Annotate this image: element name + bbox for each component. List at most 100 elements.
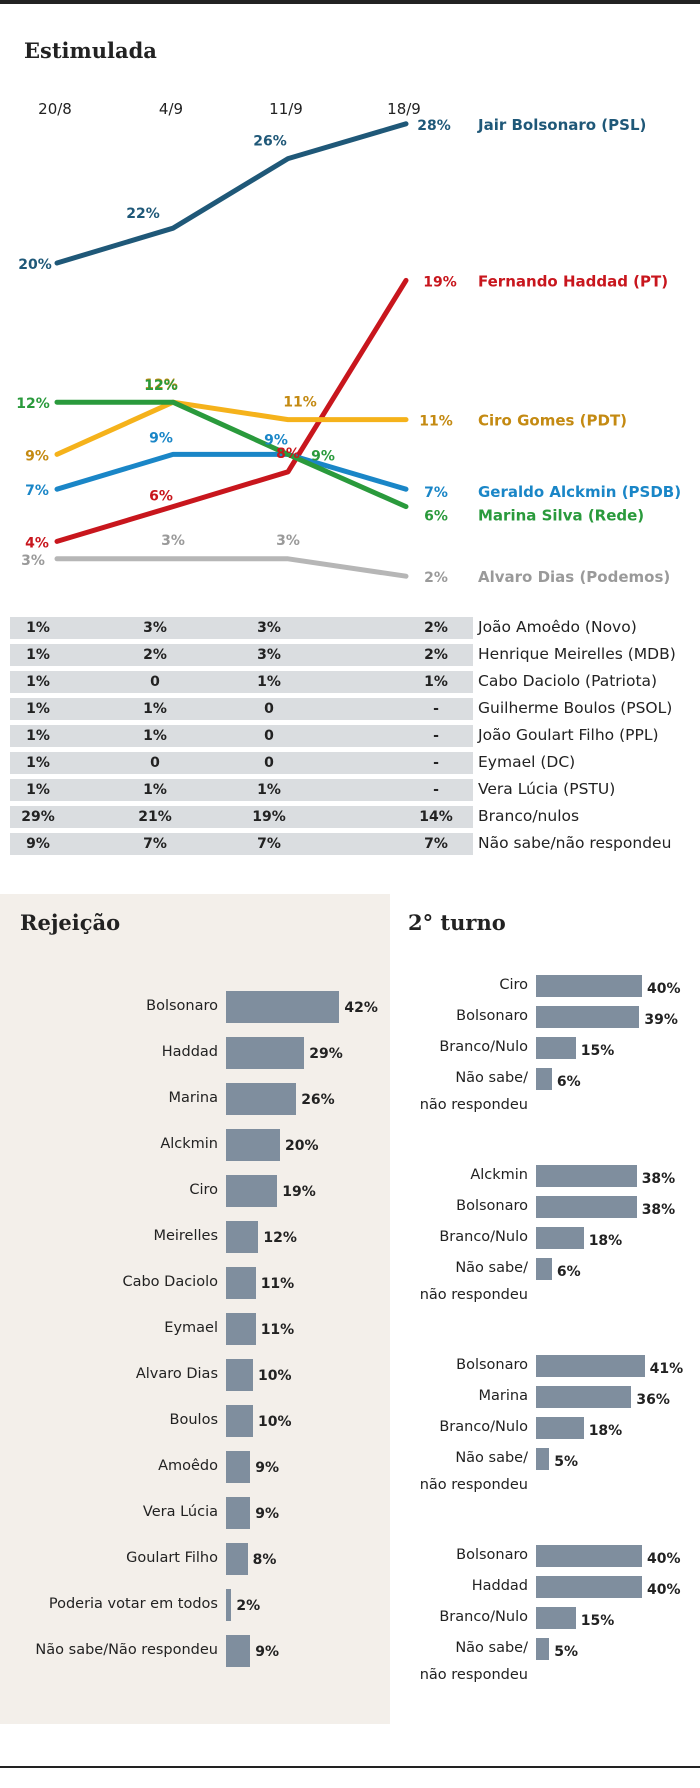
data-label: 3% — [161, 533, 185, 549]
chart-title-rejeicao: Rejeição — [20, 910, 121, 935]
table-row: 1% 3% 3% 2% João Amoêdo (Novo) — [10, 617, 700, 639]
bar-category-label: Goulart Filho — [126, 1550, 218, 1566]
table-cell: 3% — [257, 620, 281, 636]
bar-category-label: Não sabe/ — [455, 1070, 528, 1086]
data-label: 8% — [276, 446, 300, 462]
candidate-name: Henrique Meirelles (MDB) — [478, 645, 676, 663]
table-cell: 1% — [26, 620, 50, 636]
table-cell: 9% — [26, 836, 50, 852]
table-cell: 1% — [26, 755, 50, 771]
bottom-rule — [0, 1766, 700, 1768]
data-label: 6% — [424, 509, 448, 525]
data-label: 9% — [264, 432, 288, 448]
series-legend-label: Geraldo Alckmin (PSDB) — [478, 483, 681, 501]
bar — [226, 991, 340, 1023]
series-legend-label: Marina Silva (Rede) — [478, 507, 644, 525]
bar-value-label: 38% — [641, 1202, 676, 1218]
line-chart: 20/8 4/9 11/9 18/9 20% 22% 26% 28% Jair Bolsonar… — [16, 100, 681, 586]
bar-category-label: Bolsonaro — [456, 1008, 528, 1024]
bar — [226, 1451, 251, 1483]
table-cell: 29% — [21, 809, 55, 825]
bar — [226, 1175, 278, 1207]
data-label: 20% — [18, 257, 52, 273]
bar-category-label: Não sabe/ — [455, 1450, 528, 1466]
bar-value-label: 36% — [636, 1392, 670, 1408]
bar — [226, 1129, 280, 1161]
bar-category-label: Haddad — [161, 1044, 218, 1060]
table-cell: 1% — [26, 647, 50, 663]
candidate-name: Branco/nulos — [478, 807, 580, 825]
bar-value-label: 11% — [260, 1322, 295, 1338]
bar — [536, 1386, 632, 1408]
data-label: 12% — [144, 378, 178, 394]
bar-category-label: Ciro — [189, 1182, 218, 1198]
data-label: 11% — [419, 414, 453, 430]
data-label: 11% — [283, 395, 317, 411]
bar-category-label: não respondeu — [419, 1097, 528, 1113]
table-cell: 2% — [424, 647, 448, 663]
bar-category-label: Cabo Daciolo — [122, 1274, 218, 1290]
table-cell: 1% — [143, 728, 167, 744]
table-cell: 1% — [143, 782, 167, 798]
date-label: 18/9 — [387, 100, 421, 118]
bar-value-label: 18% — [588, 1233, 623, 1249]
bar-category-label: Marina — [478, 1388, 528, 1404]
table-cell: 19% — [252, 809, 286, 825]
bar-value-label: 29% — [309, 1046, 343, 1062]
bar — [226, 1267, 256, 1299]
candidate-name: Guilherme Boulos (PSOL) — [478, 699, 673, 717]
series-line — [54, 451, 409, 492]
series-legend-label: Ciro Gomes (PDT) — [478, 412, 627, 430]
bar-value-label: 9% — [255, 1644, 280, 1660]
bar — [226, 1313, 256, 1345]
table-cell: 7% — [424, 836, 448, 852]
table-cell: 3% — [143, 620, 167, 636]
candidate-name: Eymael (DC) — [478, 753, 576, 771]
data-label: 28% — [417, 118, 451, 134]
table-cell: 7% — [143, 836, 167, 852]
bar — [226, 1359, 253, 1391]
data-label: 22% — [126, 206, 160, 222]
data-label: 7% — [25, 483, 49, 499]
bar — [226, 1635, 251, 1667]
bar-category-label: Marina — [168, 1090, 218, 1106]
table-cell: - — [433, 728, 439, 744]
candidate-name: Cabo Daciolo (Patriota) — [478, 672, 658, 690]
bar — [226, 1497, 251, 1529]
bar-value-label: 40% — [647, 1582, 681, 1598]
bar — [226, 1405, 253, 1437]
bar-category-label: Branco/Nulo — [439, 1039, 528, 1055]
series-line — [54, 399, 409, 510]
table-cell: - — [433, 701, 439, 717]
bar-category-label: Vera Lúcia — [142, 1504, 218, 1520]
data-label: 4% — [25, 535, 49, 551]
bar-value-label: 39% — [644, 1012, 678, 1028]
series-legend-label: Alvaro Dias (Podemos) — [478, 568, 670, 586]
table-cell: 1% — [26, 674, 50, 690]
bar — [536, 1006, 640, 1028]
row-background — [10, 671, 473, 693]
bar-category-label: Branco/Nulo — [439, 1229, 528, 1245]
series-legend-label: Fernando Haddad (PT) — [478, 272, 668, 290]
bar-value-label: 18% — [588, 1423, 623, 1439]
candidate-name: João Goulart Filho (PPL) — [478, 726, 659, 744]
bar — [536, 1196, 637, 1218]
bar-value-label: 19% — [282, 1184, 316, 1200]
bar — [536, 1355, 645, 1377]
bar-value-label: 5% — [554, 1454, 579, 1470]
bar — [536, 1607, 576, 1629]
candidate-name: Não sabe/não respondeu — [478, 834, 672, 852]
minor-candidates-table: 1% 3% 3% 2% João Amoêdo (Novo) 1% 2% 3% 2% Henriq… — [10, 617, 700, 860]
bar-value-label: 26% — [301, 1092, 335, 1108]
bar-value-label: 38% — [641, 1171, 676, 1187]
data-label: 3% — [21, 553, 45, 569]
table-row: 1% 0 1% 1% Cabo Daciolo (Patriota) — [10, 671, 700, 693]
candidate-name: João Amoêdo (Novo) — [478, 618, 637, 636]
data-label: 3% — [276, 533, 300, 549]
chart-title-estimulada: Estimulada — [24, 38, 157, 63]
data-label: 9% — [149, 430, 173, 446]
bar — [536, 1258, 552, 1280]
table-cell: 0 — [150, 674, 160, 690]
bar — [536, 1037, 576, 1059]
table-cell: 0 — [150, 755, 160, 771]
